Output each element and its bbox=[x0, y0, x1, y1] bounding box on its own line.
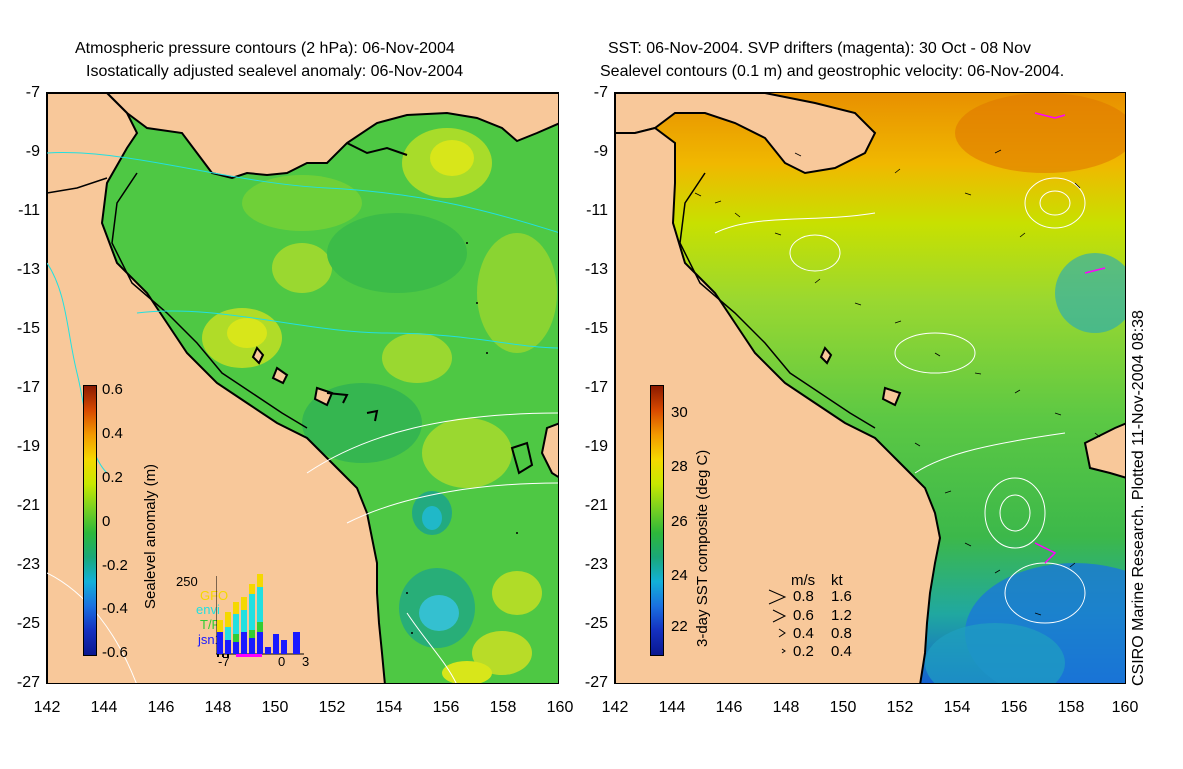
left-title-line2: Isostatically adjusted sealevel anomaly:… bbox=[86, 63, 464, 80]
right-lat-label-27: -27 bbox=[584, 674, 608, 691]
left-lon-label-160: 160 bbox=[546, 699, 574, 716]
right-lon-label-148: 148 bbox=[772, 699, 800, 716]
left-lon-label-146: 146 bbox=[147, 699, 175, 716]
velocity-legend-row-4-ms: 0.2 bbox=[793, 643, 814, 660]
sealevel-cb-tick-neg0.2: -0.2 bbox=[102, 557, 128, 574]
right-lat-label-17: -17 bbox=[584, 379, 608, 396]
left-lon-label-152: 152 bbox=[318, 699, 346, 716]
left-lon-label-154: 154 bbox=[375, 699, 403, 716]
velocity-legend-row-3-kt: 0.8 bbox=[831, 625, 852, 642]
velocity-legend-arrows bbox=[768, 589, 787, 654]
inset-legend-gfo: GFO bbox=[200, 588, 229, 603]
sst-cb-tick-22: 22 bbox=[671, 618, 688, 635]
inset-legend-envi: envi bbox=[196, 602, 220, 617]
velocity-legend-header-ms: m/s bbox=[791, 572, 816, 589]
left-lat-label-27: -27 bbox=[16, 674, 40, 691]
right-lat-label-7: -7 bbox=[593, 84, 608, 101]
inset-xtick-right: 3 bbox=[302, 654, 310, 669]
sst-colorbar bbox=[650, 385, 664, 656]
left-lon-label-142: 142 bbox=[33, 699, 61, 716]
right-lon-label-142: 142 bbox=[601, 699, 629, 716]
sealevel-cb-tick-neg0.4: -0.4 bbox=[102, 600, 128, 617]
sealevel-cb-tick-0.6: 0.6 bbox=[102, 381, 123, 398]
left-title-line1: Atmospheric pressure contours (2 hPa): 0… bbox=[75, 40, 455, 57]
sealevel-anomaly-map: 250 GFO envi T/P jsn1 -7 0 3 bbox=[46, 92, 559, 684]
right-lat-label-21: -21 bbox=[584, 497, 608, 514]
sst-cb-tick-28: 28 bbox=[671, 458, 688, 475]
velocity-legend-row-2-kt: 1.2 bbox=[831, 607, 852, 624]
sealevel-cb-tick-neg0.6: -0.6 bbox=[102, 644, 128, 661]
velocity-legend: m/s kt 0.8 1.6 0.6 1.2 0.4 0.8 0.2 0.4 bbox=[765, 572, 885, 662]
right-lon-label-158: 158 bbox=[1057, 699, 1085, 716]
sst-map: m/s kt 0.8 1.6 0.6 1.2 0.4 0.8 0.2 0.4 bbox=[614, 92, 1126, 684]
right-lat-label-13: -13 bbox=[584, 261, 608, 278]
right-lon-label-150: 150 bbox=[829, 699, 857, 716]
right-lon-label-154: 154 bbox=[943, 699, 971, 716]
left-lon-label-144: 144 bbox=[90, 699, 118, 716]
right-lat-label-15: -15 bbox=[584, 320, 608, 337]
inset-histogram-bars bbox=[216, 574, 304, 657]
sealevel-colorbar-label: Sealevel anomaly (m) bbox=[142, 463, 159, 609]
left-lat-label-13: -13 bbox=[16, 261, 40, 278]
credit-text: CSIRO Marine Research. Plotted 11-Nov-20… bbox=[1130, 310, 1147, 686]
left-lat-label-9: -9 bbox=[25, 143, 40, 160]
right-lat-label-9: -9 bbox=[593, 143, 608, 160]
velocity-legend-header-kt: kt bbox=[831, 572, 843, 589]
velocity-legend-row-1-kt: 1.6 bbox=[831, 588, 852, 605]
inset-legend-tp: T/P bbox=[200, 617, 221, 632]
inset-xtick-mid: 0 bbox=[278, 654, 286, 669]
right-lon-label-152: 152 bbox=[886, 699, 914, 716]
sst-cb-tick-30: 30 bbox=[671, 404, 688, 421]
altimeter-inset: 250 GFO envi T/P jsn1 -7 0 3 bbox=[172, 572, 312, 672]
velocity-legend-row-3-ms: 0.4 bbox=[793, 625, 814, 642]
velocity-legend-row-2-ms: 0.6 bbox=[793, 607, 814, 624]
left-lon-label-150: 150 bbox=[261, 699, 289, 716]
sst-colorbar-label: 3-day SST composite (deg C) bbox=[694, 449, 711, 647]
left-lon-label-156: 156 bbox=[432, 699, 460, 716]
inset-ymax-label: 250 bbox=[176, 574, 198, 589]
sealevel-colorbar bbox=[83, 385, 97, 656]
right-lat-label-19: -19 bbox=[584, 438, 608, 455]
sst-cb-tick-24: 24 bbox=[671, 567, 688, 584]
right-lat-label-25: -25 bbox=[584, 615, 608, 632]
sst-cb-tick-26: 26 bbox=[671, 513, 688, 530]
left-lon-label-158: 158 bbox=[489, 699, 517, 716]
right-lon-label-144: 144 bbox=[658, 699, 686, 716]
sealevel-cb-tick-0: 0 bbox=[102, 513, 111, 530]
sealevel-cb-tick-0.2: 0.2 bbox=[102, 469, 123, 486]
inset-xtick-left: -7 bbox=[218, 654, 230, 669]
left-lat-label-17: -17 bbox=[16, 379, 40, 396]
sealevel-map-graphic bbox=[47, 93, 558, 683]
sst-map-graphic bbox=[615, 93, 1125, 683]
left-lon-label-148: 148 bbox=[204, 699, 232, 716]
right-lat-label-23: -23 bbox=[584, 556, 608, 573]
right-lat-label-11: -11 bbox=[586, 202, 608, 219]
right-lon-label-160: 160 bbox=[1111, 699, 1139, 716]
left-lat-label-11: -11 bbox=[18, 202, 40, 219]
velocity-legend-row-4-kt: 0.4 bbox=[831, 643, 852, 660]
left-lat-label-23: -23 bbox=[16, 556, 40, 573]
left-lat-label-15: -15 bbox=[16, 320, 40, 337]
sealevel-cb-tick-0.4: 0.4 bbox=[102, 425, 123, 442]
right-title-line1: SST: 06-Nov-2004. SVP drifters (magenta)… bbox=[608, 40, 1031, 57]
right-title-line2: Sealevel contours (0.1 m) and geostrophi… bbox=[600, 63, 1065, 80]
left-lat-label-21: -21 bbox=[16, 497, 40, 514]
right-lon-label-156: 156 bbox=[1000, 699, 1028, 716]
velocity-legend-row-1-ms: 0.8 bbox=[793, 588, 814, 605]
left-lat-label-25: -25 bbox=[16, 615, 40, 632]
left-lat-label-7: -7 bbox=[25, 84, 40, 101]
left-lat-label-19: -19 bbox=[16, 438, 40, 455]
right-lon-label-146: 146 bbox=[715, 699, 743, 716]
